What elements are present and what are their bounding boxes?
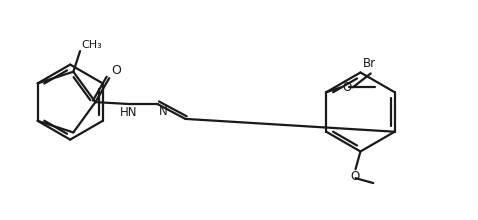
Text: O: O: [342, 81, 351, 94]
Text: Br: Br: [362, 57, 376, 70]
Text: O: O: [111, 64, 121, 77]
Text: O: O: [350, 170, 359, 183]
Text: HN: HN: [120, 106, 138, 119]
Text: CH₃: CH₃: [81, 40, 102, 50]
Text: N: N: [159, 105, 167, 118]
